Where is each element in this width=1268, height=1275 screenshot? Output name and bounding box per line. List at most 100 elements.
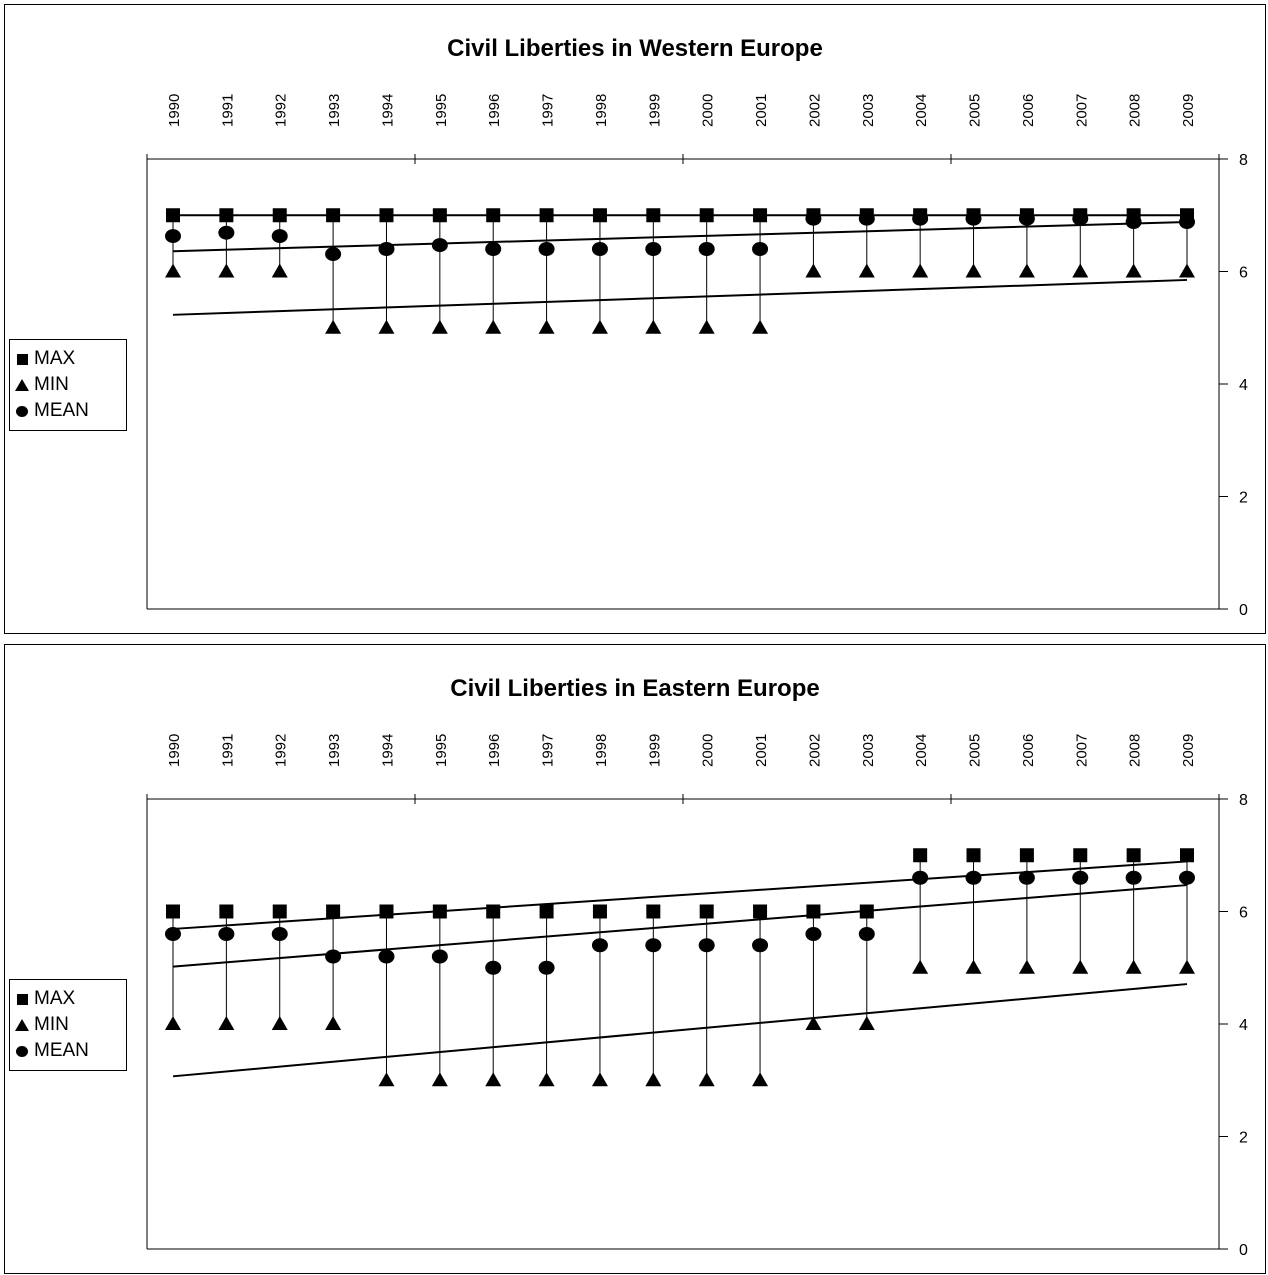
y-tick-label: 0 xyxy=(1239,602,1248,619)
y-tick-label: 8 xyxy=(1239,792,1248,809)
mean-point xyxy=(165,927,181,941)
legend-label: MAX xyxy=(34,988,76,1009)
y-tick-label: 6 xyxy=(1239,905,1248,922)
mean-point xyxy=(271,229,288,244)
mean-point xyxy=(378,949,395,964)
mean-point xyxy=(858,927,875,941)
x-tick-label: 1994 xyxy=(379,734,396,767)
x-tick-label: 1999 xyxy=(646,734,663,767)
x-tick-label: 2008 xyxy=(1127,94,1144,127)
x-tick-label: 2002 xyxy=(806,734,823,767)
legend-label: MAX xyxy=(34,348,76,369)
min-point xyxy=(1125,959,1142,974)
triangle-marker-icon xyxy=(12,1019,32,1031)
min-point xyxy=(858,1016,875,1030)
mean-point xyxy=(218,927,235,941)
max-point xyxy=(486,208,501,223)
x-tick-label: 1992 xyxy=(273,94,290,127)
legend-item-max: MAX xyxy=(10,986,126,1012)
x-tick-label: 1997 xyxy=(540,94,557,127)
mean-point xyxy=(1125,215,1142,229)
chart-title: Civil Liberties in Eastern Europe xyxy=(450,675,820,702)
min-point xyxy=(431,1072,448,1087)
x-tick-label: 1990 xyxy=(166,94,183,127)
max-point xyxy=(432,904,447,919)
x-tick-label: 1991 xyxy=(219,94,236,127)
x-tick-label: 2001 xyxy=(753,734,770,767)
x-tick-label: 1997 xyxy=(540,734,557,767)
x-tick-label: 1996 xyxy=(486,94,503,127)
mean-point xyxy=(431,949,448,964)
max-point xyxy=(539,904,554,919)
mean-point xyxy=(1018,870,1035,885)
min-point xyxy=(325,319,342,334)
legend-item-max: MAX xyxy=(10,346,126,372)
chart-panel-eastern-europe: Civil Liberties in Eastern Europe 0 2 4 6 8 1… xyxy=(4,644,1266,1274)
min-point xyxy=(538,319,555,334)
x-tick-label: 2004 xyxy=(913,734,930,767)
x-tick-label: 2001 xyxy=(753,94,770,127)
chart-title: Civil Liberties in Western Europe xyxy=(447,35,823,62)
x-tick-label: 1991 xyxy=(219,734,236,767)
min-point xyxy=(698,1072,715,1087)
x-tick-label: 2005 xyxy=(967,94,984,127)
y-tick-label: 6 xyxy=(1239,265,1248,282)
chart-plot-eastern-europe: 0 2 4 6 8 1990 1991 1992 1993 1994 1995 1996 1997 199… xyxy=(146,734,1248,1259)
mean-point xyxy=(591,242,608,256)
x-tick-label: 2003 xyxy=(860,94,877,127)
min-point xyxy=(698,319,715,334)
min-point xyxy=(538,1072,555,1087)
mean-point xyxy=(1018,211,1035,226)
y-tick-label: 2 xyxy=(1239,490,1248,507)
mean-point xyxy=(325,949,342,964)
mean-point xyxy=(1072,870,1089,885)
min-point xyxy=(965,263,982,278)
mean-point xyxy=(1125,870,1142,885)
legend-item-min: MIN xyxy=(10,1012,126,1038)
max-point xyxy=(646,208,661,223)
x-tick-label: 1994 xyxy=(379,94,396,127)
mean-point xyxy=(698,242,715,256)
min-point xyxy=(965,959,982,974)
mean-point xyxy=(912,211,929,226)
min-point xyxy=(858,263,875,278)
circle-marker-icon xyxy=(12,1045,32,1057)
mean-point xyxy=(165,229,181,244)
mean-point xyxy=(271,927,288,941)
mean-point xyxy=(698,938,715,953)
min-point xyxy=(1072,959,1089,974)
mean-point xyxy=(1179,870,1195,885)
min-point xyxy=(1179,263,1195,278)
max-point xyxy=(432,208,447,223)
min-point xyxy=(912,959,929,974)
x-tick-label: 1995 xyxy=(433,94,450,127)
min-point xyxy=(325,1016,342,1030)
x-tick-label: 1993 xyxy=(326,734,343,767)
y-tick-label: 4 xyxy=(1239,1017,1248,1034)
min-point xyxy=(271,1016,288,1030)
max-point xyxy=(859,904,874,919)
min-point xyxy=(752,319,769,334)
mean-point xyxy=(218,225,235,240)
max-point xyxy=(592,208,607,223)
legend-label: MIN xyxy=(34,374,69,395)
min-point xyxy=(218,1016,235,1030)
trendline-mean xyxy=(172,221,1188,253)
mean-point xyxy=(858,211,875,226)
max-point xyxy=(1180,848,1194,863)
max-point xyxy=(753,208,768,223)
x-tick-label: 2004 xyxy=(913,94,930,127)
min-point xyxy=(1072,263,1089,278)
x-tick-label: 1990 xyxy=(166,734,183,767)
min-point xyxy=(912,263,929,278)
legend-item-mean: MEAN xyxy=(10,1038,126,1064)
max-point xyxy=(1019,848,1034,863)
chart-panel-western-europe: Civil Liberties in Western Europe 0 2 4 6 8 1… xyxy=(4,4,1266,634)
x-tick-label: 2002 xyxy=(806,94,823,127)
min-point xyxy=(805,1016,822,1030)
min-point xyxy=(1018,959,1035,974)
trendline-min xyxy=(172,983,1188,1078)
min-point xyxy=(378,319,395,334)
legend-item-min: MIN xyxy=(10,372,126,398)
mean-point xyxy=(805,211,822,226)
